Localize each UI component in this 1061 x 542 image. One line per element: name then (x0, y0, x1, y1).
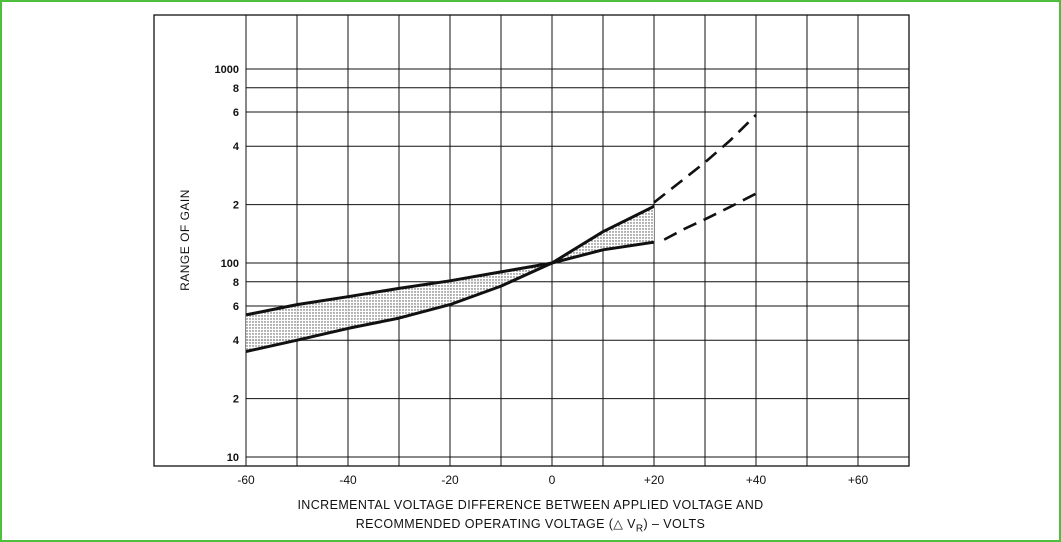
x-tick-labels: -60 -40 -20 0 +20 +40 +60 (237, 473, 868, 487)
y-axis-title: RANGE OF GAIN (178, 189, 192, 291)
x-tick-label: -60 (237, 473, 255, 487)
x-tick-label: +60 (848, 473, 869, 487)
y-tick-label: 4 (233, 335, 240, 347)
x-axis-title-subscript: R (635, 523, 644, 535)
x-tick-label: 0 (549, 473, 556, 487)
x-axis-title: INCREMENTAL VOLTAGE DIFFERENCE BETWEEN A… (0, 498, 1061, 535)
y-tick-label: 8 (233, 277, 239, 289)
x-axis-title-line1: INCREMENTAL VOLTAGE DIFFERENCE BETWEEN A… (297, 498, 764, 512)
grid (153, 14, 910, 467)
plot-border (153, 14, 910, 467)
solid-curve-0 (245, 204, 655, 317)
y-tick-label: 2 (233, 200, 239, 212)
y-tick-label: 8 (233, 83, 239, 95)
x-tick-label: -20 (441, 473, 459, 487)
y-tick-label: 100 (221, 258, 239, 270)
y-tick-label: 4 (233, 141, 240, 153)
x-tick-label: +40 (746, 473, 767, 487)
dashed-curve-3 (663, 192, 757, 241)
shaded-band (246, 206, 654, 352)
y-tick-label: 6 (233, 107, 239, 119)
dashed-curve-2 (653, 113, 757, 204)
solid-curve-1 (245, 240, 655, 353)
y-tick-label: 10 (227, 452, 239, 464)
x-axis-title-line2-end: ) – VOLTS (643, 517, 706, 531)
shaded-region (246, 206, 654, 352)
y-tick-label: 2 (233, 394, 239, 406)
y-tick-labels: 10 2 4 6 8 100 2 4 6 8 1000 (215, 64, 240, 464)
y-tick-label: 1000 (215, 64, 239, 76)
x-tick-label: +20 (644, 473, 665, 487)
x-axis-title-line2-start: RECOMMENDED OPERATING VOLTAGE (△ V (355, 517, 636, 531)
y-tick-label: 6 (233, 301, 239, 313)
series-lines (245, 113, 757, 353)
x-axis-title-line2: RECOMMENDED OPERATING VOLTAGE (△ VR) – V… (0, 516, 1061, 535)
x-tick-label: -40 (339, 473, 357, 487)
